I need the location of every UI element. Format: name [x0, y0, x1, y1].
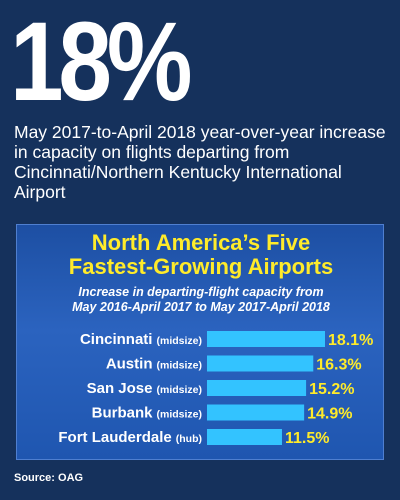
value-label: 16.3% [316, 357, 361, 374]
bar [207, 355, 314, 372]
value-label: 14.9% [307, 406, 352, 423]
category-qualifier: (hub) [176, 433, 202, 445]
headline-description: May 2017-to-April 2018 year-over-year in… [14, 122, 386, 202]
category-qualifier: (midsize) [156, 360, 202, 372]
chart-title-line-1: North America’s Five [91, 230, 311, 255]
category-label: Burbank (midsize) [92, 405, 202, 422]
category-qualifier: (midsize) [156, 409, 202, 421]
bar-chart: Cincinnati (midsize) 18.1%Austin (midsize) 1… [58, 331, 373, 447]
category-name: Burbank [92, 405, 154, 422]
category-qualifier: (midsize) [156, 335, 202, 347]
chart-title-line-2: Fastest-Growing Airports [68, 254, 334, 279]
bar [207, 380, 307, 396]
value-label: 18.1% [328, 332, 373, 349]
headline-stat: 18% [10, 0, 192, 124]
category-name: San Jose [87, 380, 153, 397]
chart-subtitle-line-1: Increase in departing-flight capacity fr… [78, 285, 324, 299]
category-label: Cincinnati (midsize) [80, 331, 202, 348]
value-label: 11.5% [285, 430, 329, 447]
category-label: Fort Lauderdale (hub) [58, 429, 202, 446]
source-note: Source: OAG [14, 472, 84, 484]
bar [207, 404, 305, 421]
category-name: Fort Lauderdale [58, 429, 171, 446]
chart-subtitle-line-2: May 2016-April 2017 to May 2017-April 20… [72, 300, 330, 314]
category-name: Austin [106, 356, 153, 373]
category-label: Austin (midsize) [106, 356, 202, 373]
category-name: Cincinnati [80, 331, 153, 348]
bar [207, 331, 325, 347]
chart-title: North America’s Five Fastest-Growing Air… [17, 231, 385, 279]
category-qualifier: (midsize) [156, 384, 202, 396]
category-label: San Jose (midsize) [87, 380, 202, 397]
bar [207, 429, 282, 445]
chart-panel: North America’s Five Fastest-Growing Air… [16, 224, 384, 460]
chart-subtitle: Increase in departing-flight capacity fr… [17, 285, 385, 315]
value-label: 15.2% [309, 381, 354, 398]
